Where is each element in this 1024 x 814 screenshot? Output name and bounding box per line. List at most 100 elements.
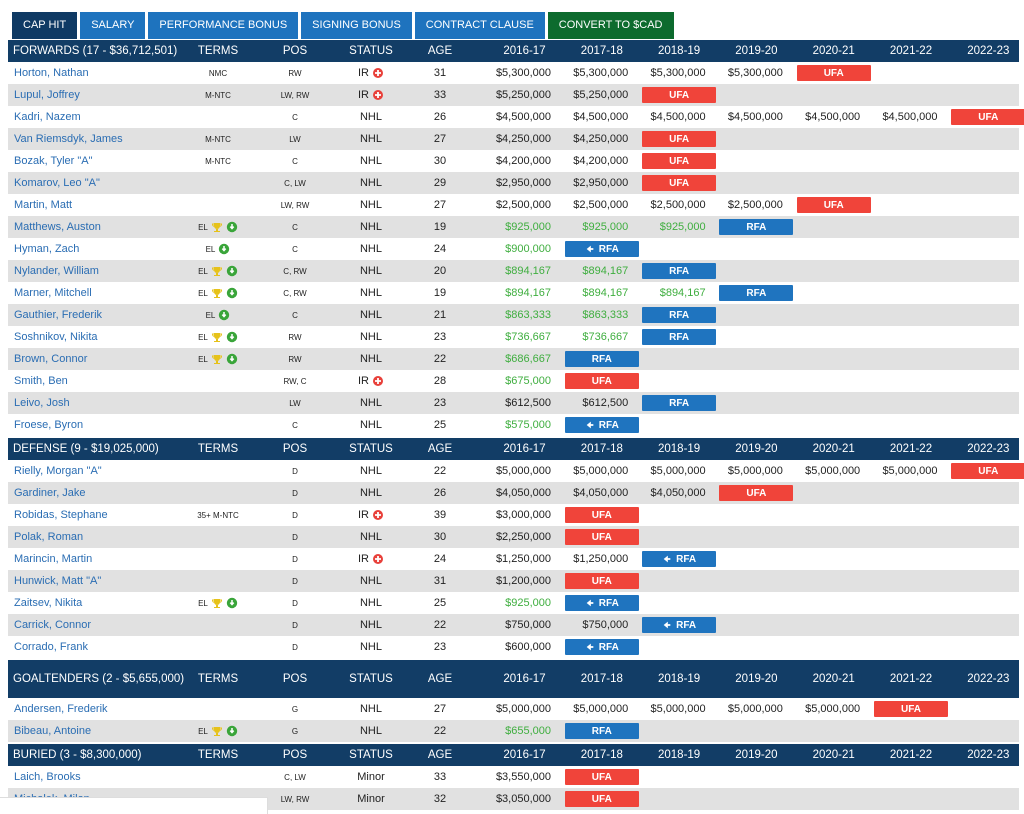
terms-text: NMC — [208, 68, 228, 78]
player-name[interactable]: Smith, Ben — [14, 375, 68, 387]
player-pos: C, LW — [270, 766, 320, 788]
player-name[interactable]: Marner, Mitchell — [14, 287, 92, 299]
season-cell: $2,250,000 — [495, 531, 551, 543]
player-name[interactable]: Hyman, Zach — [14, 243, 80, 255]
season-cell: $2,500,000 — [727, 199, 783, 211]
season-cell: $4,050,000 — [650, 487, 706, 499]
season-cell: RFA — [641, 260, 718, 282]
trophy-icon — [211, 355, 222, 364]
column-header: 2017-18 — [580, 443, 623, 455]
contract-badge: UFA — [642, 87, 717, 103]
player-name[interactable]: Carrick, Connor — [14, 619, 92, 631]
status-text: NHL — [359, 465, 382, 477]
trophy-icon — [211, 267, 222, 276]
status-text: NHL — [359, 419, 382, 431]
player-terms: EL — [193, 238, 243, 260]
season-cell: $750,000 — [505, 619, 551, 631]
contract-badge: UFA — [642, 131, 717, 147]
pos-text: RW — [288, 332, 302, 342]
badge-text: UFA — [823, 67, 844, 79]
player-name[interactable]: Horton, Nathan — [14, 67, 89, 79]
player-name[interactable]: Froese, Byron — [14, 419, 84, 431]
player-name[interactable]: Matthews, Auston — [14, 221, 101, 233]
column-header: TERMS — [197, 443, 239, 455]
tab[interactable]: PERFORMANCE BONUS — [148, 12, 299, 39]
player-status: NHL — [340, 128, 402, 150]
player-age: 27 — [420, 128, 460, 150]
season-cell: UFA — [641, 150, 718, 172]
player-name[interactable]: Martin, Matt — [14, 199, 73, 211]
season-cell: UFA — [873, 698, 950, 720]
player-pos: LW, RW — [270, 788, 320, 810]
player-name[interactable]: Zaitsev, Nikita — [14, 597, 83, 609]
player-name[interactable]: Corrado, Frank — [14, 641, 88, 653]
player-name[interactable]: Hunwick, Matt "A" — [14, 575, 102, 587]
contract-badge: UFA — [719, 485, 794, 501]
season-cell: $1,250,000 — [495, 553, 551, 565]
contract-badge: RFA — [564, 241, 639, 257]
season-cell: RFA — [641, 614, 718, 636]
age-text: 20 — [433, 265, 447, 277]
player-age: 26 — [420, 482, 460, 504]
status-text: NHL — [359, 619, 382, 631]
status-text: NHL — [359, 177, 382, 189]
pos-text: C — [292, 222, 298, 232]
player-status: NHL — [340, 414, 402, 436]
player-terms — [193, 636, 243, 658]
player-name[interactable]: Soshnikov, Nikita — [14, 331, 98, 343]
tab[interactable]: CAP HIT — [12, 12, 78, 39]
player-name[interactable]: Rielly, Morgan "A" — [14, 465, 102, 477]
season-cell: $4,250,000 — [495, 133, 551, 145]
tab[interactable]: CONVERT TO $CAD — [547, 12, 674, 39]
badge-text: RFA — [669, 331, 690, 343]
player-status: NHL — [340, 216, 402, 238]
age-text: 25 — [433, 597, 447, 609]
player-name[interactable]: Van Riemsdyk, James — [14, 133, 123, 145]
player-status: NHL — [340, 482, 402, 504]
season-cell: $5,300,000 — [727, 67, 783, 79]
player-age: 24 — [420, 548, 460, 570]
player-name[interactable]: Leivo, Josh — [14, 397, 70, 409]
age-text: 24 — [433, 243, 447, 255]
player-name[interactable]: Polak, Roman — [14, 531, 84, 543]
player-row: Robidas, Stephane 35+ M-NTC D IR 39 $3,000,00… — [8, 504, 1019, 526]
player-name[interactable]: Nylander, William — [14, 265, 99, 277]
pos-text: LW — [289, 134, 301, 144]
tab[interactable]: SIGNING BONUS — [301, 12, 412, 39]
player-name[interactable]: Brown, Connor — [14, 353, 88, 365]
column-header: TERMS — [197, 673, 239, 685]
player-name[interactable]: Andersen, Frederik — [14, 703, 108, 715]
badge-text: RFA — [669, 397, 690, 409]
contract-badge: RFA — [564, 417, 639, 433]
terms-text: M-NTC — [205, 134, 231, 144]
player-terms: EL — [193, 304, 243, 326]
player-name[interactable]: Robidas, Stephane — [14, 509, 108, 521]
section-header: BURIED (3 - $8,300,000) TERMS POS STATUS AGE… — [8, 744, 1019, 766]
column-header: STATUS — [349, 45, 393, 57]
player-name[interactable]: Laich, Brooks — [14, 771, 81, 783]
column-header: 2022-23 — [967, 45, 1010, 57]
tab[interactable]: CONTRACT CLAUSE — [414, 12, 545, 39]
player-name[interactable]: Bibeau, Antoine — [14, 725, 92, 737]
badge-text: UFA — [978, 465, 999, 477]
player-age: 19 — [420, 216, 460, 238]
player-age: 39 — [420, 504, 460, 526]
player-pos: D — [270, 526, 320, 548]
player-terms — [193, 614, 243, 636]
player-name[interactable]: Gardiner, Jake — [14, 487, 86, 499]
season-cell: $655,000 — [505, 725, 551, 737]
age-text: 31 — [433, 575, 447, 587]
player-name[interactable]: Kadri, Nazem — [14, 111, 81, 123]
season-cell: $5,000,000 — [727, 703, 783, 715]
player-name[interactable]: Bozak, Tyler "A" — [14, 155, 93, 167]
arrow-icon — [586, 643, 594, 651]
column-header: 2021-22 — [889, 443, 933, 455]
player-name[interactable]: Marincin, Martin — [14, 553, 93, 565]
player-name[interactable]: Gauthier, Frederik — [14, 309, 103, 321]
season-cell: $612,500 — [582, 397, 629, 409]
player-name[interactable]: Lupul, Joffrey — [14, 89, 80, 101]
tab[interactable]: SALARY — [80, 12, 146, 39]
badge-text: UFA — [669, 133, 690, 145]
player-name[interactable]: Komarov, Leo "A" — [14, 177, 100, 189]
column-header: 2016-17 — [503, 673, 546, 685]
